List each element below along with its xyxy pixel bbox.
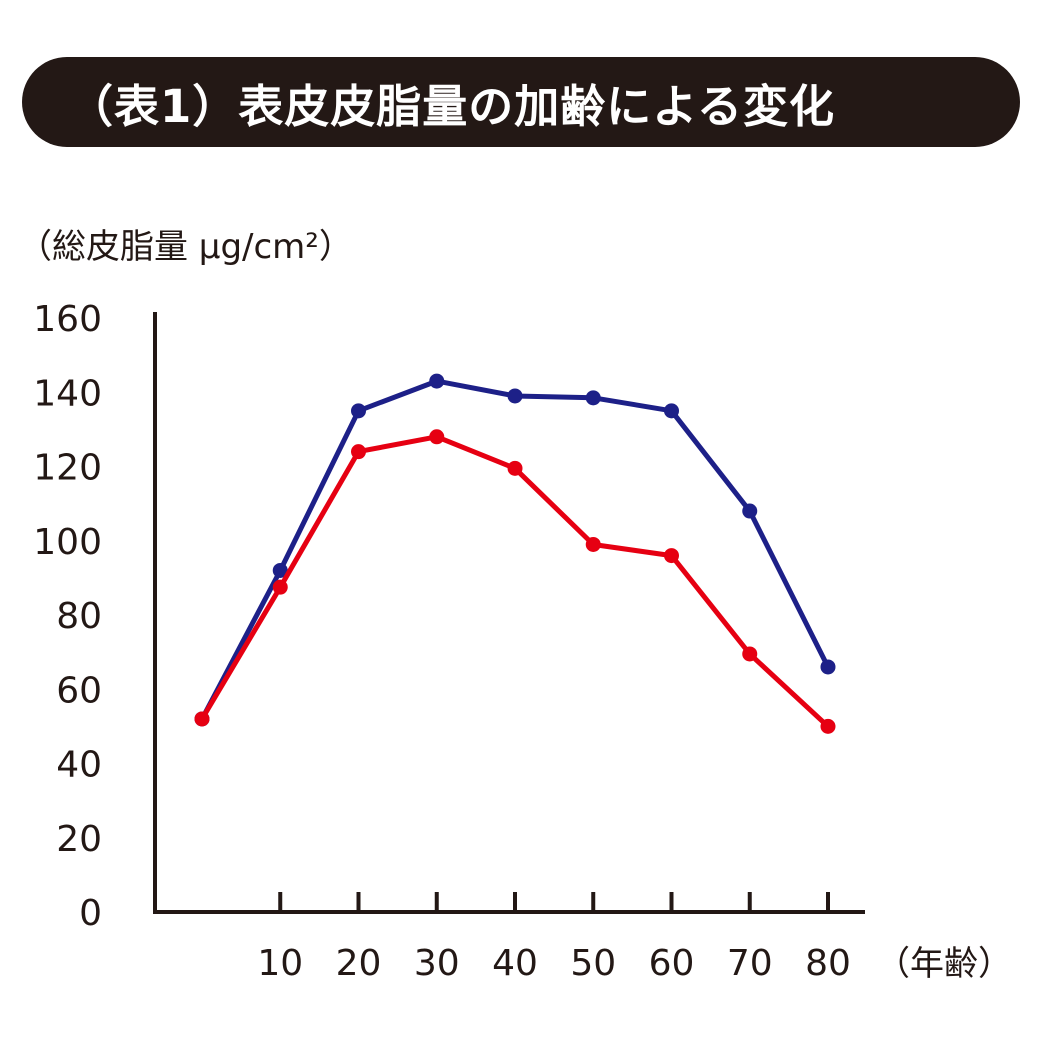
axes [153,312,865,914]
x-tick-label: 70 [727,943,773,984]
data-point [820,659,836,675]
y-tick-label: 20 [56,819,102,860]
series-line [199,434,830,729]
y-tick-label: 60 [56,670,102,711]
y-tick-labels: 0 20 40 60 80 100 120 140 160 [33,299,102,934]
data-point [585,536,601,552]
x-tick-label: 80 [805,943,851,984]
data-point [585,390,601,406]
series-lines [194,373,836,734]
x-tick-label: 10 [257,943,303,984]
x-tick-label: 20 [336,943,382,984]
data-point [507,388,523,404]
y-tick-label: 160 [33,299,102,340]
data-point [742,646,758,662]
data-point [664,403,679,419]
data-point [820,718,836,734]
x-tick-label: 40 [492,943,538,984]
data-point [272,579,288,595]
title-banner: （表1）表皮皮脂量の加齢による変化 [22,57,1020,147]
data-point [507,460,523,476]
chart-title: （表1）表皮皮脂量の加齢による変化 [68,79,835,133]
data-point [272,562,288,578]
data-point [429,429,445,445]
y-tick-label: 0 [79,893,102,934]
x-tick-label: 30 [414,943,460,984]
series-0 [194,373,836,727]
series-1 [194,429,836,734]
y-tick-label: 100 [33,522,102,563]
y-tick-label: 140 [33,373,102,414]
y-tick-label: 120 [33,448,102,489]
x-axis-label: （年齢） [876,944,1012,984]
data-point [351,403,366,419]
x-tick-label: 50 [570,943,616,984]
y-axis-label: （総皮脂量 μg/cm²） [18,227,353,267]
data-point [429,373,445,389]
data-point [194,711,210,727]
y-tick-label: 80 [56,596,102,637]
data-point [664,548,679,564]
series-line [199,378,831,721]
x-tick-labels: 10 20 30 40 50 60 70 80 [257,943,851,984]
x-tick-label: 60 [649,943,695,984]
data-point [351,444,366,460]
data-point [742,503,758,519]
y-tick-label: 40 [56,745,102,786]
